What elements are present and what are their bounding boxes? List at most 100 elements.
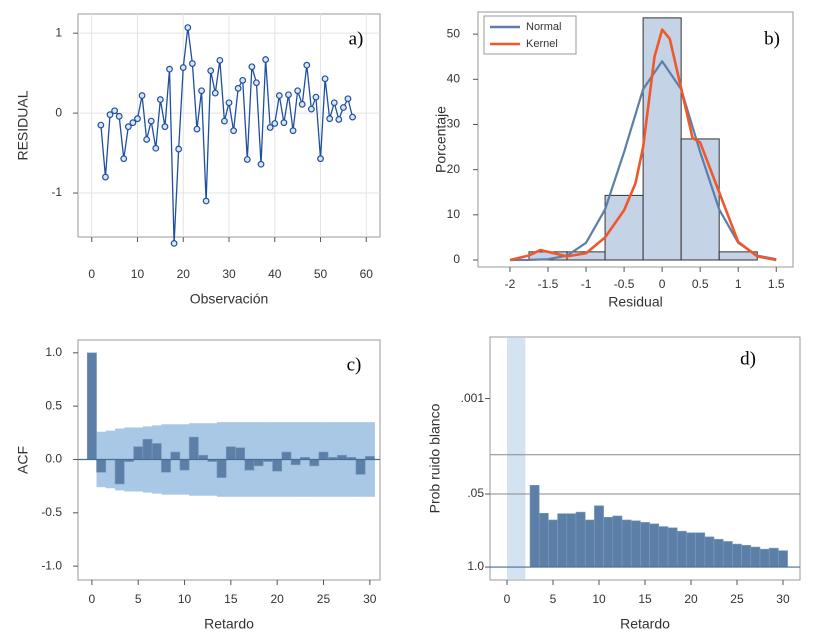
- x-axis-title: Observación: [190, 291, 269, 307]
- y-tick-label: 1: [55, 25, 62, 39]
- x-tick-label: 20: [270, 592, 284, 606]
- bar: [318, 451, 329, 460]
- point: [289, 127, 297, 135]
- bar: [355, 459, 366, 475]
- bar: [640, 522, 650, 568]
- point: [230, 127, 237, 135]
- x-tick-label: 5: [135, 592, 142, 606]
- x-tick-label: -2: [505, 277, 516, 291]
- y-axis-title: ACF: [15, 446, 31, 474]
- bar: [225, 446, 236, 460]
- x-tick-label: 1.5: [768, 277, 785, 291]
- point: [344, 95, 352, 103]
- bar: [575, 511, 586, 568]
- bar: [566, 513, 577, 568]
- point: [326, 115, 334, 123]
- bar: [114, 459, 125, 485]
- point: [317, 155, 324, 163]
- bar: [557, 513, 568, 568]
- x-tick-label: 5: [550, 592, 557, 606]
- x-axis-title: Retardo: [204, 616, 254, 632]
- bar: [529, 485, 540, 568]
- bar: [309, 459, 320, 467]
- point: [248, 63, 256, 71]
- point: [170, 239, 178, 247]
- point: [280, 119, 288, 127]
- bar: [161, 459, 171, 473]
- bar: [704, 536, 715, 568]
- x-tick-label: 25: [317, 592, 331, 606]
- density-curve: [509, 28, 777, 262]
- x-tick-label: 30: [776, 592, 790, 606]
- bar: [713, 538, 724, 568]
- panel-label: c): [347, 354, 362, 375]
- bar: [96, 459, 107, 473]
- point: [147, 117, 155, 125]
- point: [234, 84, 242, 92]
- bar: [133, 446, 144, 460]
- y-tick-label: 0: [55, 105, 62, 119]
- point: [179, 64, 187, 71]
- point: [298, 100, 306, 108]
- x-tick-label: 60: [360, 267, 374, 281]
- point: [294, 87, 302, 95]
- bar: [722, 541, 733, 568]
- x-tick-label: 15: [224, 592, 238, 606]
- bar: [337, 454, 347, 460]
- bar: [686, 532, 696, 568]
- point: [161, 123, 169, 131]
- point: [202, 197, 210, 205]
- point: [120, 155, 128, 163]
- y-tick-label: 10: [447, 207, 461, 221]
- bar: [658, 526, 669, 568]
- point: [138, 92, 146, 99]
- legend-label: Kernel: [526, 38, 558, 50]
- point: [152, 144, 160, 152]
- panel-label: a): [349, 28, 364, 49]
- point: [307, 105, 315, 113]
- bar: [667, 527, 678, 568]
- x-tick-label: -1: [581, 277, 592, 291]
- y-axis-title: Porcentaje: [433, 106, 449, 173]
- histogram-bar: [642, 17, 682, 261]
- y-tick-label: 1.0: [45, 345, 62, 359]
- density-curve: [509, 60, 777, 262]
- bar: [649, 523, 660, 568]
- y-tick-label: 0.5: [45, 398, 62, 412]
- bar: [768, 547, 779, 568]
- y-axis-title: RESIDUAL: [15, 90, 31, 160]
- point: [335, 116, 343, 123]
- point: [216, 56, 224, 64]
- bar: [621, 519, 632, 568]
- point: [97, 121, 105, 129]
- x-tick-label: 0: [504, 592, 511, 606]
- y-tick-label: 0.0: [45, 452, 62, 466]
- x-tick-label: 0: [89, 592, 96, 606]
- x-tick-label: 10: [131, 267, 145, 281]
- bar: [759, 548, 770, 568]
- point: [303, 61, 311, 69]
- residual-line: [100, 27, 354, 244]
- point: [184, 24, 192, 31]
- bar: [170, 451, 181, 460]
- x-tick-label: 0.5: [692, 277, 709, 291]
- y-tick-label: 40: [447, 71, 461, 85]
- point: [129, 119, 137, 127]
- point: [243, 156, 251, 163]
- point: [193, 125, 201, 133]
- bar: [538, 512, 549, 568]
- legend-label: Normal: [526, 21, 561, 33]
- bar: [630, 520, 641, 568]
- histogram-bar: [680, 138, 720, 261]
- x-tick-label: 10: [178, 592, 192, 606]
- bar: [179, 459, 190, 471]
- bar: [750, 546, 761, 568]
- point: [221, 117, 228, 125]
- x-tick-label: 10: [592, 592, 606, 606]
- point: [253, 79, 260, 87]
- bar: [86, 352, 97, 460]
- point: [285, 91, 292, 99]
- point: [211, 89, 219, 97]
- point: [143, 136, 151, 143]
